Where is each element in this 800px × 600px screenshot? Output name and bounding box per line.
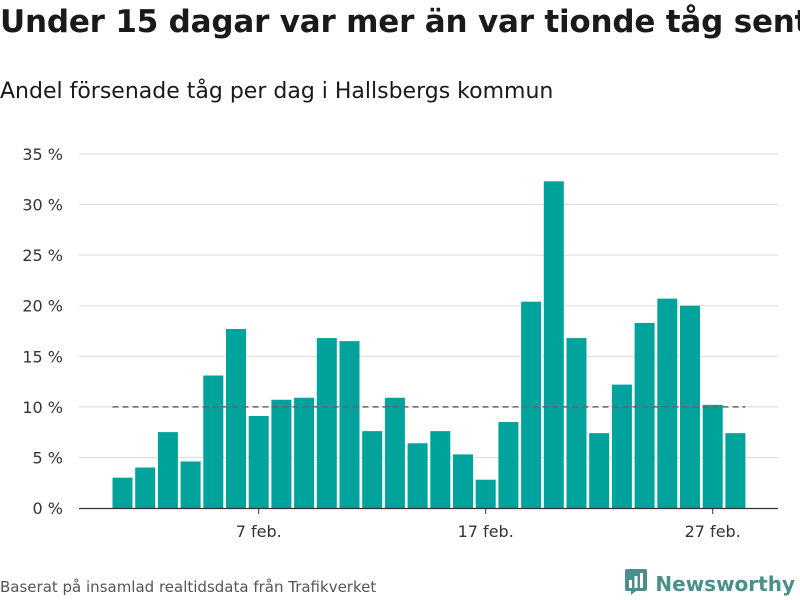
- bar: [294, 397, 315, 508]
- chart-subtitle: Andel försenade tåg per dag i Hallsbergs…: [0, 79, 554, 104]
- y-axis-tick-labels: 0 % 5 % 10 % 15 % 20 % 25 % 30 % 35 %: [22, 145, 63, 518]
- bar: [430, 431, 451, 508]
- bar: [180, 461, 201, 508]
- bar: [248, 415, 269, 508]
- y-tick-label: 20 %: [22, 297, 63, 316]
- bar-chart-logo-icon: [623, 568, 649, 600]
- chart-title: Under 15 dagar var mer än var tionde tåg…: [0, 4, 800, 40]
- y-tick-label: 15 %: [22, 347, 63, 366]
- brand-logo[interactable]: Newsworthy: [623, 568, 795, 600]
- bar: [226, 328, 246, 508]
- bar: [566, 338, 587, 508]
- bar: [362, 431, 383, 508]
- bar: [680, 305, 700, 508]
- x-tick-label: 27 feb.: [685, 522, 741, 541]
- bar: [316, 338, 337, 508]
- bar: [634, 322, 655, 508]
- bar: [725, 433, 746, 508]
- bar-chart: 0 % 5 % 10 % 15 % 20 % 25 % 30 % 35 % 7 feb. 17 …: [22, 145, 778, 541]
- source-footnote: Baserat på insamlad realtidsdata från Tr…: [0, 578, 377, 596]
- x-axis: 7 feb. 17 feb. 27 feb.: [79, 507, 778, 541]
- bar: [498, 422, 519, 508]
- bar: [135, 467, 156, 508]
- bar: [384, 397, 405, 508]
- y-tick-label: 5 %: [33, 448, 63, 467]
- bars: [112, 181, 746, 508]
- bar: [657, 298, 678, 508]
- brand-name: Newsworthy: [655, 572, 795, 596]
- y-tick-label: 30 %: [22, 196, 63, 215]
- bar: [702, 404, 723, 508]
- bar: [407, 443, 428, 508]
- bar: [112, 477, 133, 508]
- bar: [203, 375, 224, 508]
- bar: [157, 432, 178, 508]
- bar: [475, 479, 496, 508]
- y-tick-label: 0 %: [33, 499, 63, 518]
- x-tick-label: 7 feb.: [236, 522, 282, 541]
- y-tick-label: 35 %: [22, 145, 63, 164]
- x-tick-label: 17 feb.: [458, 522, 514, 541]
- bar: [543, 181, 564, 508]
- y-tick-label: 10 %: [22, 398, 63, 417]
- bar: [339, 341, 360, 508]
- bar: [589, 433, 610, 508]
- bar: [453, 454, 473, 508]
- bar: [611, 384, 632, 508]
- bar: [521, 301, 542, 508]
- bar: [271, 399, 292, 508]
- y-tick-label: 25 %: [22, 246, 63, 265]
